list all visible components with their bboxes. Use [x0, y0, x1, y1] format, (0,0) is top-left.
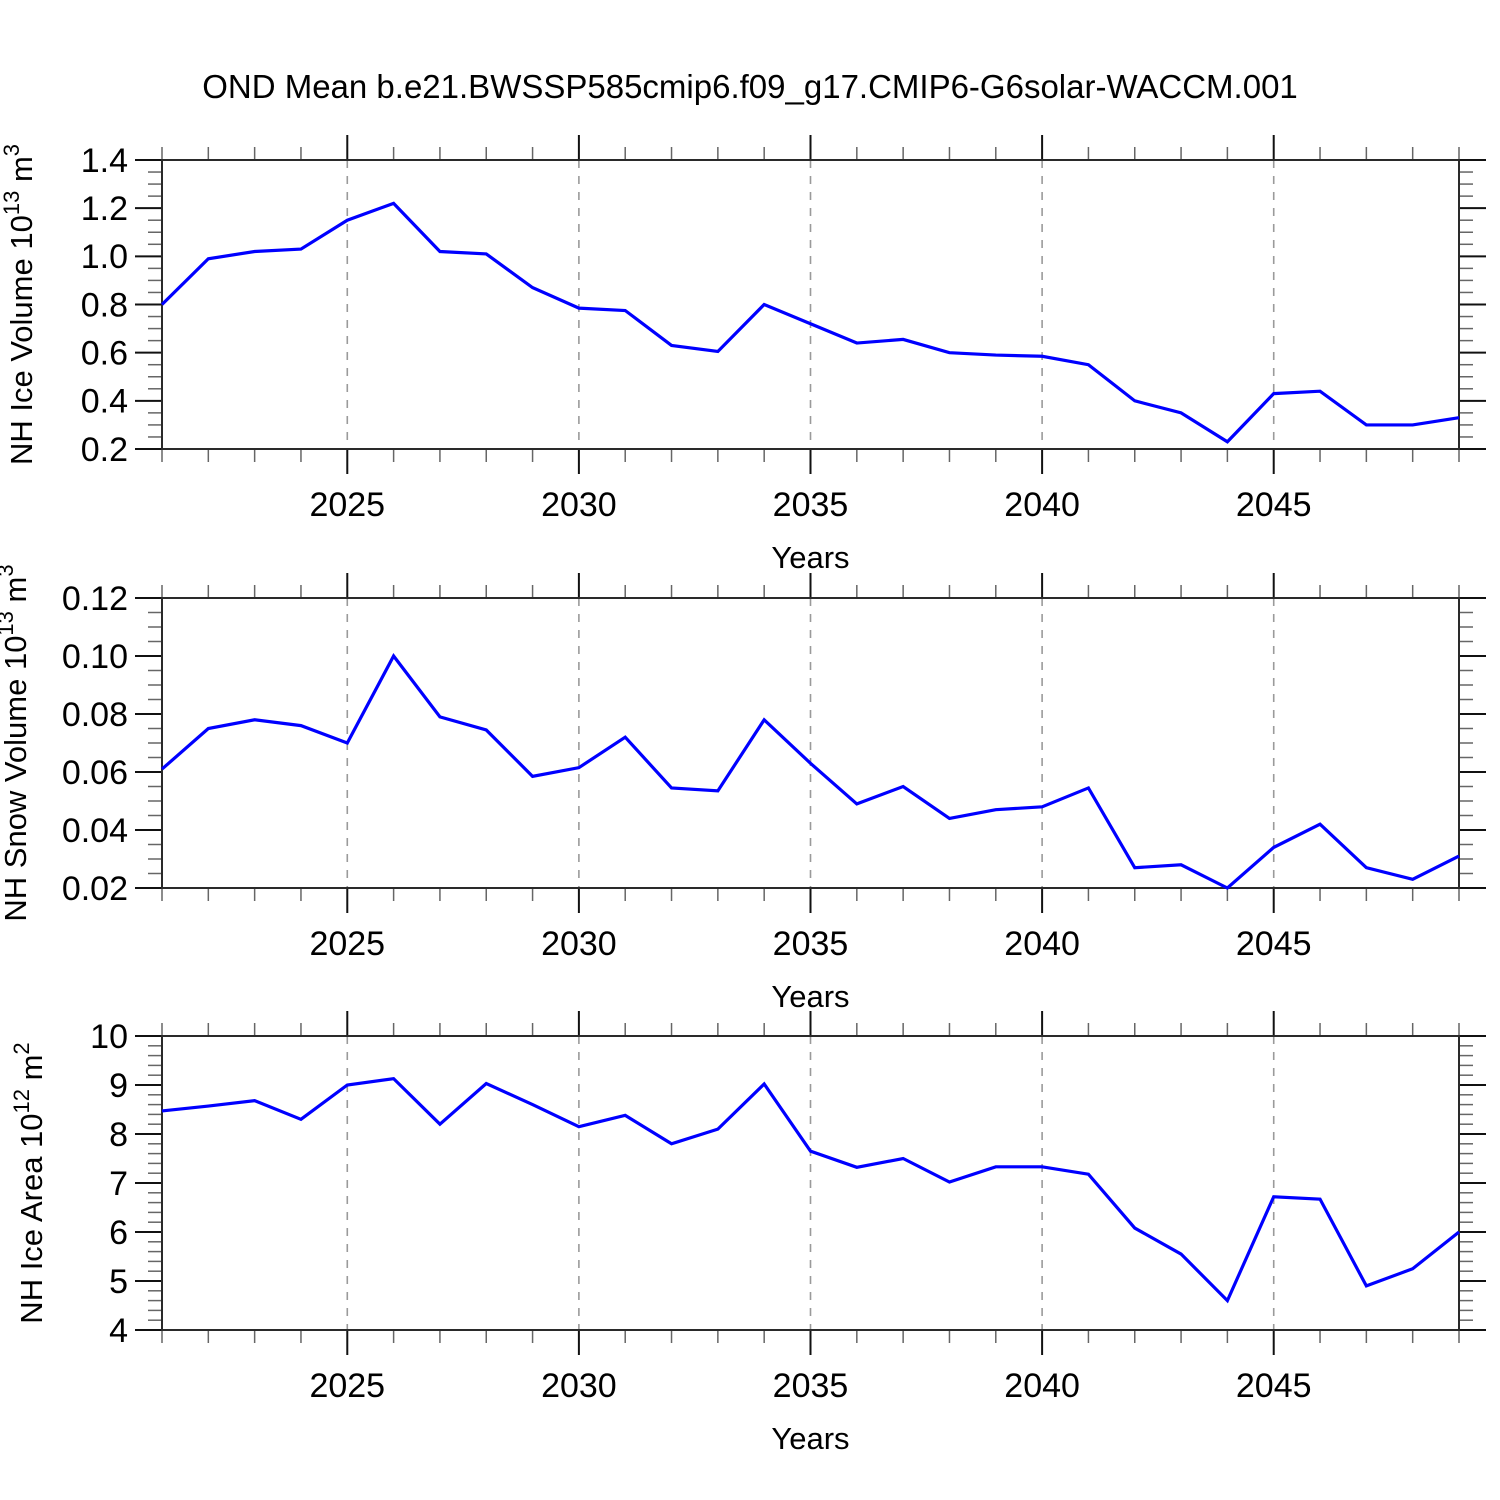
y-tick-label: 0.12 — [62, 580, 128, 618]
y-tick-label: 1.0 — [81, 238, 128, 276]
y-axis-title-superscript: 3 — [0, 564, 18, 576]
plot-frame — [161, 597, 1460, 889]
y-axis-title-superscript: 13 — [0, 611, 18, 635]
y-axis-title-text: NH Ice Area 10 — [14, 1113, 49, 1323]
y-tick-label: 1.2 — [81, 190, 128, 228]
y-axis-title-superscript: 12 — [9, 1089, 34, 1113]
y-tick-label: 0.10 — [62, 638, 128, 676]
y-tick-label: 0.6 — [81, 335, 128, 373]
y-tick-label: 0.04 — [62, 812, 128, 850]
figure-title: OND Mean b.e21.BWSSP585cmip6.f09_g17.CMI… — [202, 68, 1298, 105]
series-line — [160, 201, 1460, 444]
series-line — [160, 653, 1460, 890]
x-tick-label: 2030 — [541, 925, 617, 963]
y-axis-title: NH Ice Volume 1013 m3 — [0, 144, 39, 465]
x-axis-title: Years — [771, 1421, 849, 1456]
y-tick-label: 0.8 — [81, 286, 128, 324]
y-tick-label: 0.02 — [62, 870, 128, 908]
series-line — [161, 1076, 1460, 1304]
y-axis-title: NH Ice Area 1012 m2 — [9, 1042, 49, 1323]
x-tick-label: 2040 — [1004, 925, 1080, 963]
x-axis-title: Years — [771, 979, 849, 1014]
y-tick-label: 8 — [109, 1116, 128, 1154]
x-tick-label: 2045 — [1236, 486, 1312, 524]
y-axis-title-text: m — [14, 1055, 49, 1089]
x-tick-label: 2025 — [309, 925, 385, 963]
x-tick-label: 2040 — [1004, 486, 1080, 524]
y-tick-label: 4 — [109, 1312, 128, 1350]
x-tick-label: 2030 — [541, 1367, 617, 1405]
y-tick-label: 0.06 — [62, 754, 128, 792]
y-axis-title-superscript: 2 — [9, 1042, 34, 1054]
plot-frame — [161, 1035, 1460, 1331]
y-axis-title-text: m — [4, 156, 39, 190]
chart-panel-nh-ice-volume: 0.2 0.4 0.6 0.8 1.0 1.2 1.4 2025 2030 2035 2040 204… — [0, 135, 1486, 575]
x-tick-label: 2030 — [541, 486, 617, 524]
y-axis-title-superscript: 3 — [0, 144, 24, 156]
chart-panel-nh-ice-area: 4 5 6 7 8 9 10 2025 2030 2035 2040 2045 Years NH Ice … — [9, 1011, 1486, 1456]
x-tick-label: 2035 — [773, 925, 849, 963]
x-axis-title: Years — [771, 540, 849, 575]
y-axis-title-text: NH Ice Volume 10 — [4, 215, 39, 465]
y-tick-label: 9 — [109, 1067, 128, 1105]
x-tick-label: 2025 — [309, 1367, 385, 1405]
x-tick-label: 2035 — [773, 1367, 849, 1405]
x-tick-label: 2025 — [309, 486, 385, 524]
y-axis-title-superscript: 13 — [0, 191, 24, 215]
y-tick-label: 6 — [109, 1214, 128, 1252]
y-tick-label: 7 — [109, 1165, 128, 1203]
y-axis-title: NH Snow Volume 1013 m3 — [0, 564, 33, 921]
x-tick-label: 2040 — [1004, 1367, 1080, 1405]
y-tick-label: 0.2 — [81, 431, 128, 469]
x-tick-label: 2035 — [773, 486, 849, 524]
y-tick-label: 1.4 — [81, 142, 128, 180]
x-tick-label: 2045 — [1236, 925, 1312, 963]
y-tick-label: 0.08 — [62, 696, 128, 734]
y-tick-label: 10 — [90, 1018, 128, 1056]
x-tick-label: 2045 — [1236, 1367, 1312, 1405]
chart-panel-nh-snow-volume: 0.02 0.04 0.06 0.08 0.10 0.12 2025 2030 2035 2040… — [0, 564, 1486, 1014]
y-axis-title-text: NH Snow Volume 10 — [0, 636, 33, 922]
y-axis-title-text: m — [0, 577, 33, 611]
y-tick-label: 5 — [109, 1263, 128, 1301]
y-tick-label: 0.4 — [81, 383, 128, 421]
